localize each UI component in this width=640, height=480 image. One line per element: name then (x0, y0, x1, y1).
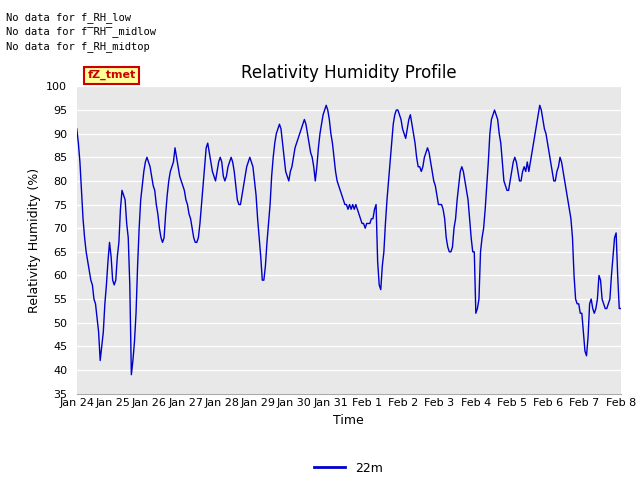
Y-axis label: Relativity Humidity (%): Relativity Humidity (%) (28, 168, 40, 312)
Text: fZ_tmet: fZ_tmet (88, 70, 136, 80)
Text: No data for f̅RH̅_midlow: No data for f̅RH̅_midlow (6, 26, 156, 37)
Legend: 22m: 22m (309, 456, 388, 480)
X-axis label: Time: Time (333, 414, 364, 427)
Title: Relativity Humidity Profile: Relativity Humidity Profile (241, 64, 456, 82)
Text: No data for f_RH_low: No data for f_RH_low (6, 12, 131, 23)
Text: No data for f_RH_midtop: No data for f_RH_midtop (6, 41, 150, 52)
